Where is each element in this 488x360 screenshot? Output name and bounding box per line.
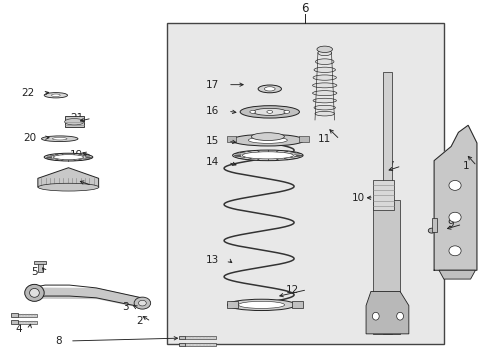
Ellipse shape [313, 105, 335, 110]
Bar [184, 343, 216, 346]
Text: 7: 7 [386, 161, 393, 171]
Bar [291, 301, 302, 309]
Bar [227, 301, 238, 309]
Polygon shape [433, 125, 476, 270]
Ellipse shape [316, 46, 332, 53]
Text: 4: 4 [15, 324, 21, 334]
Text: 14: 14 [206, 157, 219, 167]
Text: 15: 15 [206, 136, 219, 146]
Ellipse shape [240, 106, 299, 118]
Ellipse shape [266, 111, 272, 113]
Ellipse shape [312, 98, 336, 103]
Ellipse shape [313, 67, 335, 72]
Text: 20: 20 [23, 133, 36, 143]
Ellipse shape [52, 138, 67, 140]
Bar [64, 117, 84, 127]
Ellipse shape [134, 297, 150, 309]
Text: 19: 19 [70, 150, 83, 160]
Ellipse shape [53, 155, 83, 159]
Bar [179, 336, 184, 339]
Bar [372, 180, 393, 210]
Ellipse shape [238, 301, 284, 309]
Ellipse shape [253, 108, 286, 116]
Bar [166, 23, 443, 345]
Ellipse shape [312, 75, 336, 80]
Text: 12: 12 [285, 285, 298, 295]
Bar [11, 313, 18, 317]
Ellipse shape [317, 50, 331, 56]
Polygon shape [366, 292, 408, 334]
Polygon shape [38, 168, 99, 187]
Ellipse shape [372, 312, 378, 320]
Text: 11: 11 [318, 134, 331, 144]
Text: 1: 1 [462, 161, 468, 171]
Ellipse shape [25, 284, 44, 301]
Text: 8: 8 [55, 336, 62, 346]
Bar [38, 262, 42, 272]
Text: 18: 18 [70, 180, 83, 190]
Ellipse shape [448, 212, 460, 222]
Text: 9: 9 [447, 219, 453, 229]
Ellipse shape [51, 94, 60, 96]
Ellipse shape [30, 288, 39, 297]
Ellipse shape [64, 118, 84, 125]
Text: 17: 17 [206, 80, 219, 90]
Ellipse shape [231, 134, 304, 146]
Ellipse shape [242, 152, 293, 159]
Bar [299, 136, 308, 142]
Ellipse shape [258, 85, 281, 93]
Ellipse shape [264, 87, 275, 91]
Bar [431, 218, 436, 233]
Ellipse shape [138, 300, 146, 306]
Ellipse shape [312, 83, 336, 88]
Text: 16: 16 [206, 106, 219, 116]
Text: 10: 10 [351, 193, 365, 203]
Bar [226, 136, 236, 142]
Ellipse shape [249, 111, 255, 113]
Ellipse shape [314, 111, 334, 116]
Bar [18, 314, 37, 316]
Ellipse shape [448, 246, 460, 256]
Text: 21: 21 [70, 113, 83, 123]
Ellipse shape [41, 136, 78, 141]
Ellipse shape [38, 183, 99, 191]
Ellipse shape [44, 153, 93, 161]
Bar [18, 321, 37, 324]
Text: 6: 6 [301, 2, 308, 15]
Bar [34, 261, 46, 264]
Bar [11, 320, 18, 324]
Text: 2: 2 [136, 316, 143, 327]
Ellipse shape [44, 93, 67, 98]
Bar [382, 72, 391, 334]
Ellipse shape [248, 137, 287, 143]
Ellipse shape [312, 91, 336, 96]
Text: 5: 5 [31, 267, 38, 277]
Ellipse shape [251, 133, 284, 140]
Ellipse shape [448, 180, 460, 190]
Ellipse shape [227, 299, 295, 311]
Text: 13: 13 [206, 255, 219, 265]
Bar [179, 343, 184, 346]
Bar [184, 336, 216, 339]
Text: 22: 22 [21, 89, 35, 99]
Text: 3: 3 [122, 302, 128, 312]
Ellipse shape [396, 312, 403, 320]
Ellipse shape [284, 111, 289, 113]
Polygon shape [438, 270, 474, 279]
Bar [372, 199, 399, 334]
Ellipse shape [315, 59, 333, 64]
Ellipse shape [427, 228, 434, 233]
Ellipse shape [232, 150, 303, 161]
